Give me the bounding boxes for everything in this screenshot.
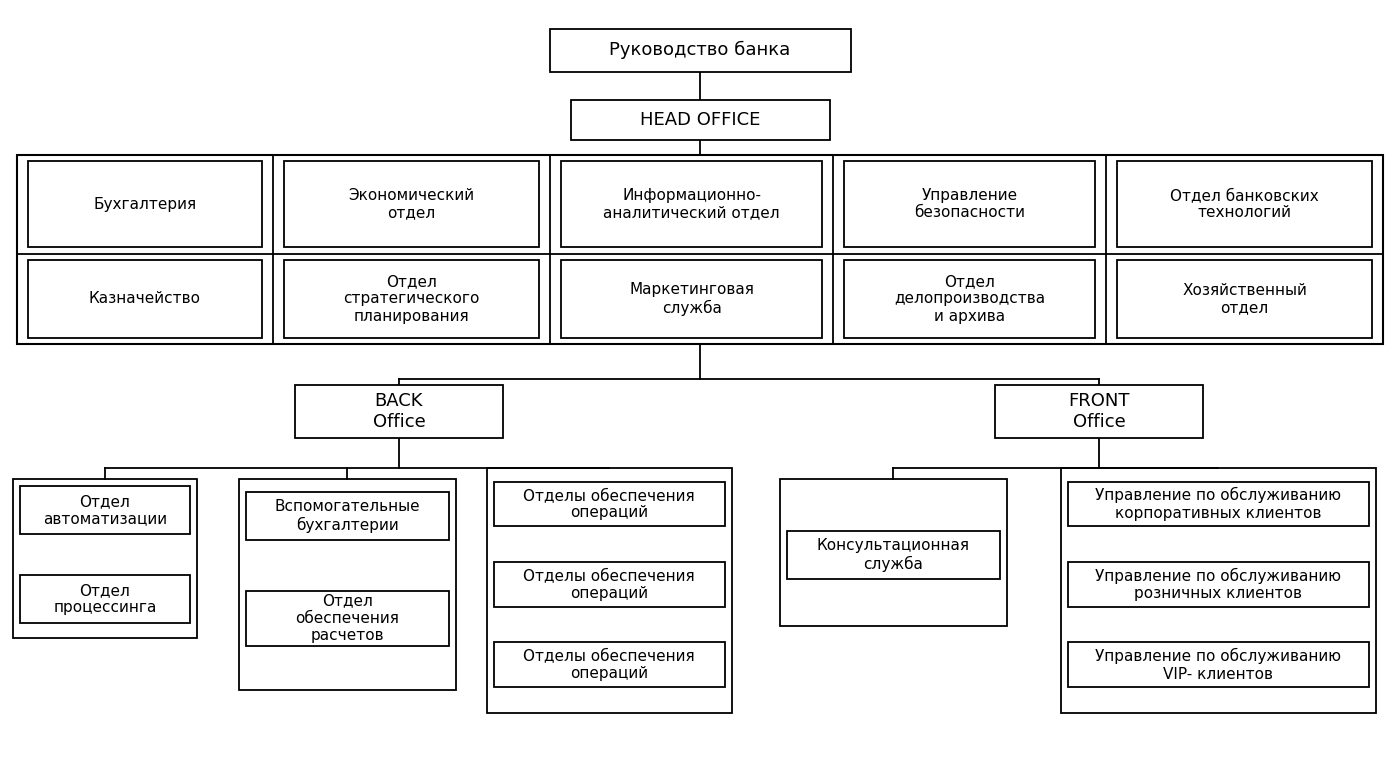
Text: Консультационная
служба: Консультационная служба — [816, 538, 970, 572]
Text: Отдел банковских
технологий: Отдел банковских технологий — [1170, 188, 1319, 220]
FancyBboxPatch shape — [246, 492, 448, 540]
Text: Управление по обслуживанию
розничных клиентов: Управление по обслуживанию розничных кли… — [1095, 567, 1341, 601]
Text: Отдел
автоматизации: Отдел автоматизации — [43, 494, 167, 526]
FancyBboxPatch shape — [20, 486, 190, 534]
Text: FRONT
Office: FRONT Office — [1068, 392, 1130, 431]
FancyBboxPatch shape — [1117, 161, 1372, 247]
Text: Экономический
отдел: Экономический отдел — [349, 188, 475, 220]
Text: Руководство банка: Руководство банка — [609, 41, 791, 60]
FancyBboxPatch shape — [844, 260, 1095, 338]
Text: Бухгалтерия: Бухгалтерия — [94, 196, 196, 212]
Text: HEAD OFFICE: HEAD OFFICE — [640, 111, 760, 129]
FancyBboxPatch shape — [17, 155, 1383, 344]
FancyBboxPatch shape — [561, 260, 822, 338]
Text: Информационно-
аналитический отдел: Информационно- аналитический отдел — [603, 188, 780, 220]
FancyBboxPatch shape — [20, 575, 190, 623]
FancyBboxPatch shape — [246, 591, 448, 646]
Text: Вспомогательные
бухгалтерии: Вспомогательные бухгалтерии — [274, 499, 420, 533]
Text: Отдел
стратегического
планирования: Отдел стратегического планирования — [343, 274, 480, 324]
FancyBboxPatch shape — [295, 385, 503, 438]
FancyBboxPatch shape — [549, 29, 851, 71]
FancyBboxPatch shape — [284, 260, 539, 338]
FancyBboxPatch shape — [13, 479, 197, 638]
Text: BACK
Office: BACK Office — [372, 392, 426, 431]
FancyBboxPatch shape — [487, 468, 731, 713]
FancyBboxPatch shape — [1067, 642, 1369, 687]
Text: Отдел
обеспечения
расчетов: Отдел обеспечения расчетов — [295, 594, 399, 643]
FancyBboxPatch shape — [28, 161, 262, 247]
Text: Отдел
процессинга: Отдел процессинга — [53, 583, 157, 615]
Text: Маркетинговая
служба: Маркетинговая служба — [629, 282, 755, 315]
FancyBboxPatch shape — [284, 161, 539, 247]
FancyBboxPatch shape — [238, 479, 456, 690]
FancyBboxPatch shape — [494, 482, 725, 526]
Text: Отделы обеспечения
операций: Отделы обеспечения операций — [524, 488, 694, 520]
FancyBboxPatch shape — [28, 260, 262, 338]
Text: Управление по обслуживанию
VIP- клиентов: Управление по обслуживанию VIP- клиентов — [1095, 648, 1341, 682]
FancyBboxPatch shape — [1067, 562, 1369, 607]
FancyBboxPatch shape — [494, 562, 725, 607]
FancyBboxPatch shape — [571, 100, 829, 140]
FancyBboxPatch shape — [1061, 468, 1375, 713]
Text: Казначейство: Казначейство — [90, 291, 202, 306]
Text: Управление
безопасности: Управление безопасности — [914, 188, 1025, 220]
FancyBboxPatch shape — [787, 531, 1000, 579]
FancyBboxPatch shape — [1067, 482, 1369, 526]
FancyBboxPatch shape — [561, 161, 822, 247]
FancyBboxPatch shape — [780, 479, 1007, 626]
Text: Управление по обслуживанию
корпоративных клиентов: Управление по обслуживанию корпоративных… — [1095, 487, 1341, 521]
Text: Отделы обеспечения
операций: Отделы обеспечения операций — [524, 568, 694, 601]
Text: Отдел
делопроизводства
и архива: Отдел делопроизводства и архива — [895, 274, 1044, 324]
Text: Отделы обеспечения
операций: Отделы обеспечения операций — [524, 649, 694, 681]
Text: Хозяйственный
отдел: Хозяйственный отдел — [1182, 283, 1308, 315]
FancyBboxPatch shape — [1117, 260, 1372, 338]
FancyBboxPatch shape — [995, 385, 1203, 438]
FancyBboxPatch shape — [494, 642, 725, 687]
FancyBboxPatch shape — [844, 161, 1095, 247]
